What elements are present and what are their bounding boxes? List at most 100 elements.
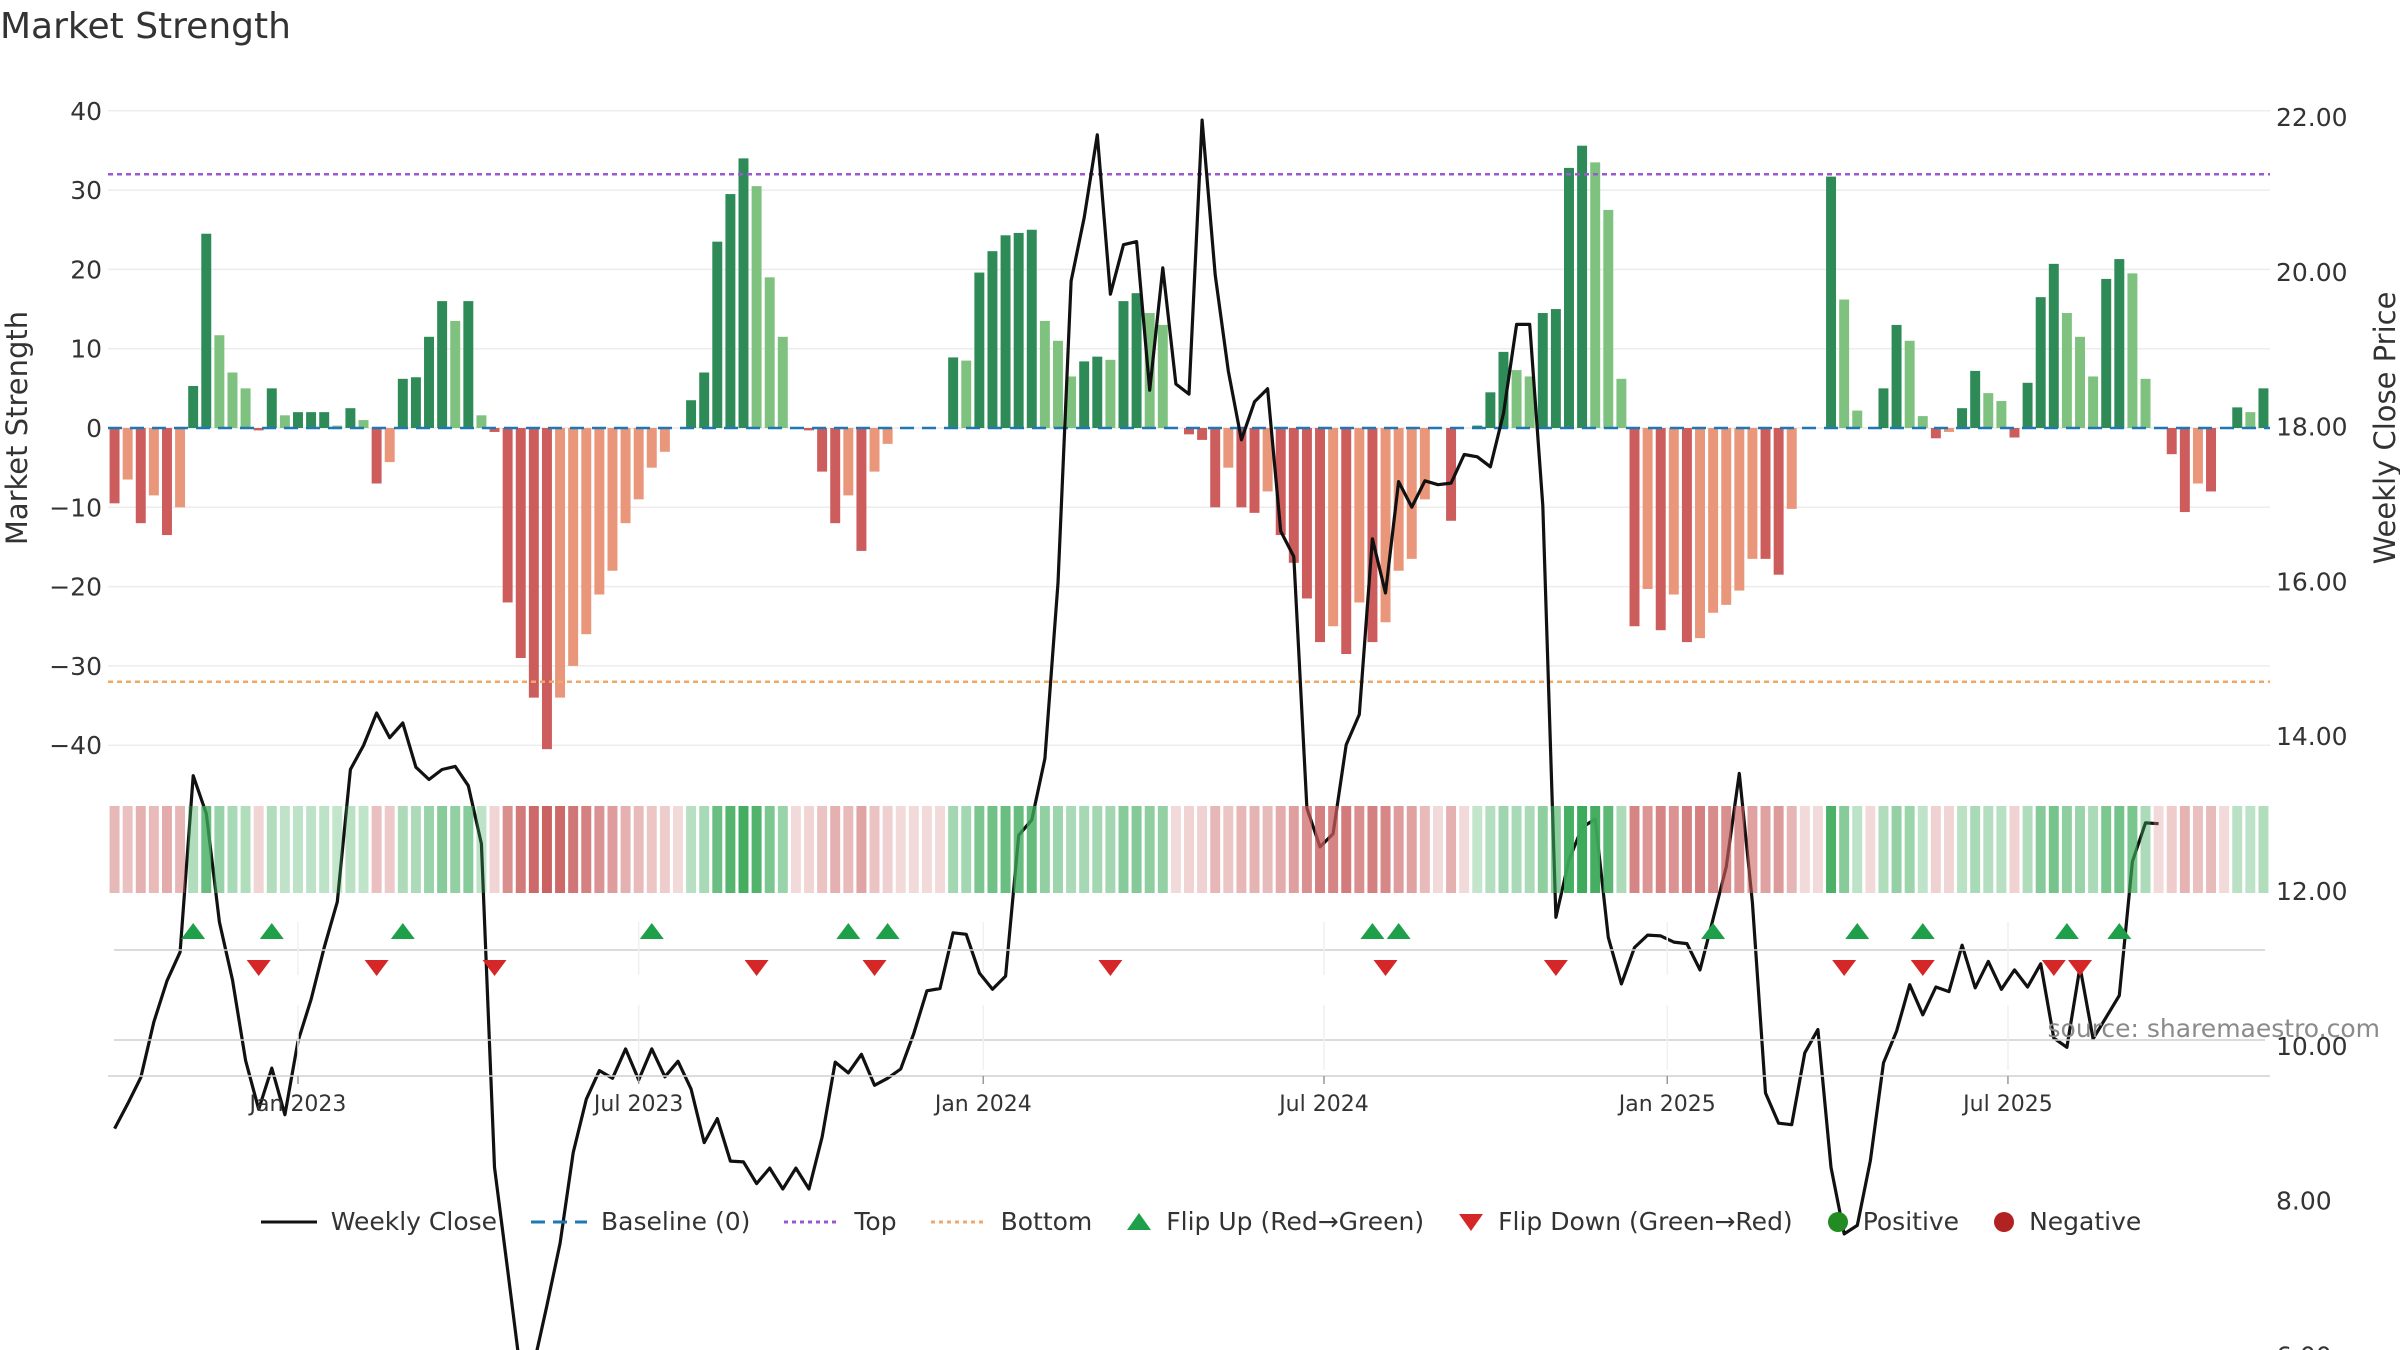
heat-cell <box>1066 806 1077 893</box>
heat-cell <box>1655 806 1666 893</box>
heat-cell <box>1013 806 1024 893</box>
strength-bar <box>882 428 893 444</box>
strength-bar <box>1223 428 1234 468</box>
heat-cell <box>1131 806 1142 893</box>
heat-cell <box>804 806 814 893</box>
strength-bar <box>1747 428 1758 559</box>
heat-cell <box>397 806 408 893</box>
strength-bar <box>1354 428 1365 603</box>
strength-bar <box>1839 299 1850 428</box>
y-tick-label: 30 <box>70 176 102 205</box>
y-tick-label: −20 <box>49 573 102 602</box>
legend-label: Bottom <box>1000 1207 1093 1236</box>
strength-bar <box>869 428 880 472</box>
heat-cell <box>1197 806 1208 893</box>
strength-bar <box>161 428 172 536</box>
strength-bar <box>489 428 500 432</box>
strength-bar <box>463 301 474 428</box>
strength-bar <box>987 251 998 428</box>
heat-cell <box>214 806 225 893</box>
strength-bar <box>1577 145 1588 428</box>
strength-bar <box>1786 428 1797 509</box>
strength-bar <box>227 372 238 428</box>
strength-bar <box>1917 416 1928 428</box>
legend-label: Negative <box>2029 1207 2142 1236</box>
heat-cell <box>2022 806 2033 893</box>
strength-bar <box>1826 176 1837 428</box>
heat-cell <box>2075 806 2085 893</box>
heat-cell <box>279 806 290 893</box>
heat-cell <box>1629 806 1640 893</box>
heat-cell <box>1472 806 1483 893</box>
heat-cell <box>188 806 199 893</box>
heat-cell <box>1603 806 1614 893</box>
heat-cell <box>1865 806 1876 893</box>
right-axis: 22.00 20.00 18.00 16.00 14.00 12.00 10.00 8.00 6… <box>2276 103 2400 1350</box>
strength-bar <box>1878 388 1889 428</box>
strength-bar <box>646 428 657 468</box>
strength-bar <box>2232 407 2243 428</box>
strength-bar <box>371 428 382 484</box>
heat-cell <box>515 806 526 893</box>
heat-cell <box>987 806 998 893</box>
line-swatch-icon <box>260 1220 317 1223</box>
flip-up-marker <box>639 923 664 939</box>
heat-cell <box>1406 806 1417 893</box>
strength-bar <box>2048 263 2059 428</box>
legend-label: Top <box>854 1207 897 1236</box>
strength-bar <box>2206 428 2217 492</box>
heat-cell <box>1039 806 1050 893</box>
heat-cell <box>161 806 172 893</box>
strength-bar <box>201 233 212 428</box>
y-tick-label: −30 <box>49 652 102 681</box>
heat-cell <box>1459 806 1470 893</box>
heat-cell <box>1930 806 1941 893</box>
strength-bar <box>1288 428 1299 563</box>
strength-bar <box>358 420 369 428</box>
strength-bar <box>581 428 592 635</box>
strength-bar <box>1616 378 1627 428</box>
strength-bar <box>437 301 448 428</box>
strength-bar <box>830 428 841 524</box>
heat-cell <box>908 806 919 893</box>
heat-cell <box>2232 806 2243 893</box>
strength-bar <box>1681 428 1692 643</box>
heat-cell <box>1537 806 1548 893</box>
heat-cell <box>764 806 775 893</box>
strength-bar <box>253 428 264 431</box>
heat-cell <box>1904 806 1915 893</box>
legend-label: Baseline (0) <box>601 1207 751 1236</box>
legend-item-negative: Negative <box>1991 1207 2141 1236</box>
strength-bar <box>2088 376 2099 428</box>
heat-cell <box>122 806 133 893</box>
chart-title: Market Strength <box>0 6 291 47</box>
strength-bar <box>1970 370 1981 428</box>
strength-bar <box>1301 428 1312 599</box>
strength-bar <box>2009 428 2020 438</box>
y-axis-title: Market Strength <box>0 311 34 545</box>
strength-bar <box>856 428 867 551</box>
strength-bar <box>1000 235 1011 428</box>
strength-bar <box>751 186 762 428</box>
heat-cell <box>201 806 212 893</box>
heat-cell <box>1105 806 1116 893</box>
heat-cell <box>725 806 736 893</box>
strength-bar <box>293 412 303 428</box>
strength-bar <box>109 428 120 504</box>
x-tick-label: Jan 2023 <box>248 1092 347 1117</box>
heat-cell <box>2166 806 2177 893</box>
flip-up-marker <box>1845 923 1870 939</box>
flip-up-marker <box>181 923 206 939</box>
heat-cell <box>2179 806 2190 893</box>
heat-cell <box>476 806 487 893</box>
legend-label: Positive <box>1862 1207 1960 1236</box>
flip-up-marker <box>390 923 415 939</box>
heat-cell <box>1249 806 1260 893</box>
strength-bar <box>843 428 854 496</box>
triangle-up-icon <box>1127 1212 1152 1230</box>
strength-bar <box>1144 313 1155 428</box>
strength-bar <box>961 360 972 428</box>
heat-cell <box>319 806 330 893</box>
y-tick-label: 40 <box>70 97 102 126</box>
strength-bar <box>1026 229 1037 428</box>
